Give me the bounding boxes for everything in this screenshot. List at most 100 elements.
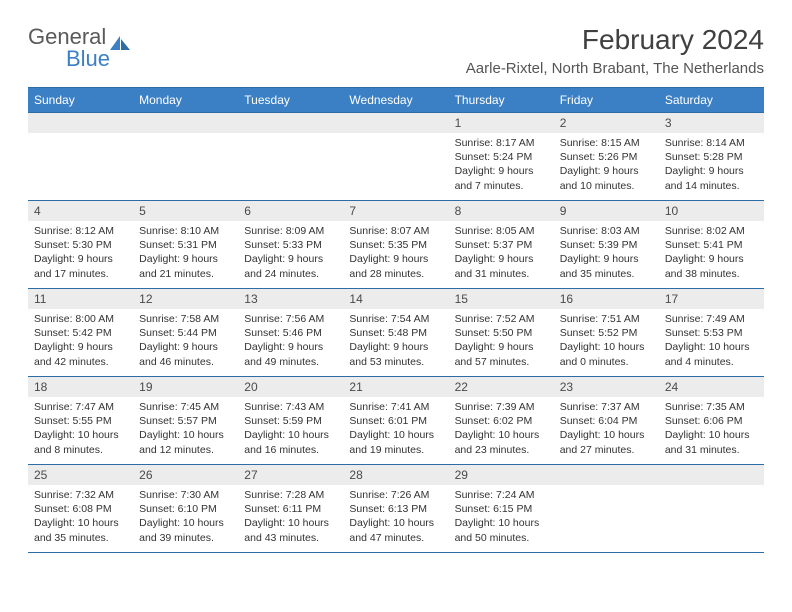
calendar-week-row: 11Sunrise: 8:00 AMSunset: 5:42 PMDayligh… <box>28 289 764 377</box>
calendar-cell <box>343 113 448 201</box>
day-details: Sunrise: 7:30 AMSunset: 6:10 PMDaylight:… <box>133 485 238 551</box>
day-number: 14 <box>343 289 448 309</box>
logo: GeneralBlue <box>28 24 132 72</box>
sunset-line: Sunset: 5:55 PM <box>34 415 112 427</box>
day-number: 2 <box>554 113 659 133</box>
sunset-line: Sunset: 5:46 PM <box>244 327 322 339</box>
sunset-line: Sunset: 5:57 PM <box>139 415 217 427</box>
day-number: 1 <box>449 113 554 133</box>
day-details: Sunrise: 8:09 AMSunset: 5:33 PMDaylight:… <box>238 221 343 287</box>
day-number: 25 <box>28 465 133 485</box>
daylight-line: Daylight: 10 hours and 50 minutes. <box>455 517 540 543</box>
day-number: 10 <box>659 201 764 221</box>
sunrise-line: Sunrise: 7:43 AM <box>244 401 324 413</box>
sunrise-line: Sunrise: 8:10 AM <box>139 225 219 237</box>
day-details: Sunrise: 7:47 AMSunset: 5:55 PMDaylight:… <box>28 397 133 463</box>
sunrise-line: Sunrise: 8:07 AM <box>349 225 429 237</box>
sunrise-line: Sunrise: 7:39 AM <box>455 401 535 413</box>
day-number: 16 <box>554 289 659 309</box>
day-number: 17 <box>659 289 764 309</box>
day-details: Sunrise: 7:39 AM Sunset: 6:02 PM Daylight:… <box>449 397 554 463</box>
day-number-empty <box>133 113 238 133</box>
day-header: Tuesday <box>238 88 343 113</box>
calendar-cell: 2Sunrise: 8:15 AMSunset: 5:26 PMDaylight… <box>554 113 659 201</box>
daylight-line: Daylight: 9 hours and 38 minutes. <box>665 253 744 279</box>
sunrise-line: Sunrise: 8:17 AM <box>455 137 535 149</box>
sunrise-line: Sunrise: 7:51 AM <box>560 313 640 325</box>
day-number: 21 <box>343 377 448 397</box>
location: Aarle-Rixtel, North Brabant, The Netherl… <box>466 60 764 77</box>
calendar-cell: 17Sunrise: 7:49 AMSunset: 5:53 PMDayligh… <box>659 289 764 377</box>
day-number: 6 <box>238 201 343 221</box>
calendar-cell: 20Sunrise: 7:43 AMSunset: 5:59 PMDayligh… <box>238 377 343 465</box>
sunrise-line: Sunrise: 7:47 AM <box>34 401 114 413</box>
sunset-line: Sunset: 5:26 PM <box>560 151 638 163</box>
sunset-line: Sunset: 5:44 PM <box>139 327 217 339</box>
day-details: Sunrise: 7:43 AM Sunset: 5:59 PM Daylight:… <box>238 397 343 463</box>
daylight-line: Daylight: 9 hours and 24 minutes. <box>244 253 323 279</box>
sunset-line: Sunset: 5:48 PM <box>349 327 427 339</box>
calendar-cell: 1Sunrise: 8:17 AMSunset: 5:24 PMDaylight… <box>449 113 554 201</box>
sunrise-line: Sunrise: 8:02 AM <box>665 225 745 237</box>
day-details: Sunrise: 8:00 AMSunset: 5:42 PMDaylight:… <box>28 309 133 375</box>
daylight-line: Daylight: 10 hours and 12 minutes. <box>139 429 224 455</box>
sunset-line: Sunset: 6:02 PM <box>455 415 533 427</box>
daylight-line: Daylight: 10 hours and 0 minutes. <box>560 341 645 367</box>
calendar-cell: 18Sunrise: 7:47 AMSunset: 5:55 PMDayligh… <box>28 377 133 465</box>
day-header: Wednesday <box>343 88 448 113</box>
sunrise-line: Sunrise: 7:35 AM <box>665 401 745 413</box>
day-details: Sunrise: 8:02 AMSunset: 5:41 PMDaylight:… <box>659 221 764 287</box>
day-details: Sunrise: 7:28 AMSunset: 6:11 PMDaylight:… <box>238 485 343 551</box>
calendar-cell <box>554 465 659 553</box>
daylight-line: Daylight: 10 hours and 23 minutes. <box>455 429 540 455</box>
calendar-cell: 5Sunrise: 8:10 AMSunset: 5:31 PMDaylight… <box>133 201 238 289</box>
sunrise-line: Sunrise: 7:49 AM <box>665 313 745 325</box>
sunrise-line: Sunrise: 8:03 AM <box>560 225 640 237</box>
calendar-cell: 11Sunrise: 8:00 AMSunset: 5:42 PMDayligh… <box>28 289 133 377</box>
day-number: 11 <box>28 289 133 309</box>
page-header: GeneralBlue February 2024 Aarle-Rixtel, … <box>28 24 764 77</box>
day-header: Monday <box>133 88 238 113</box>
calendar-cell <box>28 113 133 201</box>
day-details: Sunrise: 8:07 AMSunset: 5:35 PMDaylight:… <box>343 221 448 287</box>
day-number: 3 <box>659 113 764 133</box>
sunset-line: Sunset: 5:31 PM <box>139 239 217 251</box>
sunset-line: Sunset: 5:33 PM <box>244 239 322 251</box>
calendar-cell: 15Sunrise: 7:52 AMSunset: 5:50 PMDayligh… <box>449 289 554 377</box>
day-details: Sunrise: 7:58 AMSunset: 5:44 PMDaylight:… <box>133 309 238 375</box>
sunrise-line: Sunrise: 7:58 AM <box>139 313 219 325</box>
day-number: 13 <box>238 289 343 309</box>
calendar-cell: 28Sunrise: 7:26 AMSunset: 6:13 PMDayligh… <box>343 465 448 553</box>
sunrise-line: Sunrise: 7:37 AM <box>560 401 640 413</box>
sunrise-line: Sunrise: 7:56 AM <box>244 313 324 325</box>
calendar-cell: 24Sunrise: 7:35 AMSunset: 6:06 PMDayligh… <box>659 377 764 465</box>
daylight-line: Daylight: 10 hours and 31 minutes. <box>665 429 750 455</box>
sunset-line: Sunset: 5:39 PM <box>560 239 638 251</box>
day-number: 5 <box>133 201 238 221</box>
sunset-line: Sunset: 5:30 PM <box>34 239 112 251</box>
daylight-line: Daylight: 9 hours and 14 minutes. <box>665 165 744 191</box>
sunrise-line: Sunrise: 7:54 AM <box>349 313 429 325</box>
calendar-cell: 7Sunrise: 8:07 AMSunset: 5:35 PMDaylight… <box>343 201 448 289</box>
daylight-line: Daylight: 10 hours and 16 minutes. <box>244 429 329 455</box>
daylight-line: Daylight: 9 hours and 35 minutes. <box>560 253 639 279</box>
day-header: Thursday <box>449 88 554 113</box>
calendar-cell: 16Sunrise: 7:51 AMSunset: 5:52 PMDayligh… <box>554 289 659 377</box>
calendar-cell: 4Sunrise: 8:12 AMSunset: 5:30 PMDaylight… <box>28 201 133 289</box>
calendar-cell: 29Sunrise: 7:24 AMSunset: 6:15 PMDayligh… <box>449 465 554 553</box>
sunrise-line: Sunrise: 7:26 AM <box>349 489 429 501</box>
sunrise-line: Sunrise: 8:14 AM <box>665 137 745 149</box>
sunset-line: Sunset: 5:59 PM <box>244 415 322 427</box>
daylight-line: Daylight: 9 hours and 57 minutes. <box>455 341 534 367</box>
daylight-line: Daylight: 10 hours and 43 minutes. <box>244 517 329 543</box>
sunrise-line: Sunrise: 7:45 AM <box>139 401 219 413</box>
sunset-line: Sunset: 5:28 PM <box>665 151 743 163</box>
sunrise-line: Sunrise: 7:24 AM <box>455 489 535 501</box>
calendar-header-row: SundayMondayTuesdayWednesdayThursdayFrid… <box>28 88 764 113</box>
daylight-line: Daylight: 10 hours and 4 minutes. <box>665 341 750 367</box>
sunset-line: Sunset: 6:11 PM <box>244 503 321 515</box>
day-header: Friday <box>554 88 659 113</box>
day-details: Sunrise: 7:32 AMSunset: 6:08 PMDaylight:… <box>28 485 133 551</box>
day-number: 7 <box>343 201 448 221</box>
day-details: Sunrise: 7:24 AMSunset: 6:15 PMDaylight:… <box>449 485 554 551</box>
